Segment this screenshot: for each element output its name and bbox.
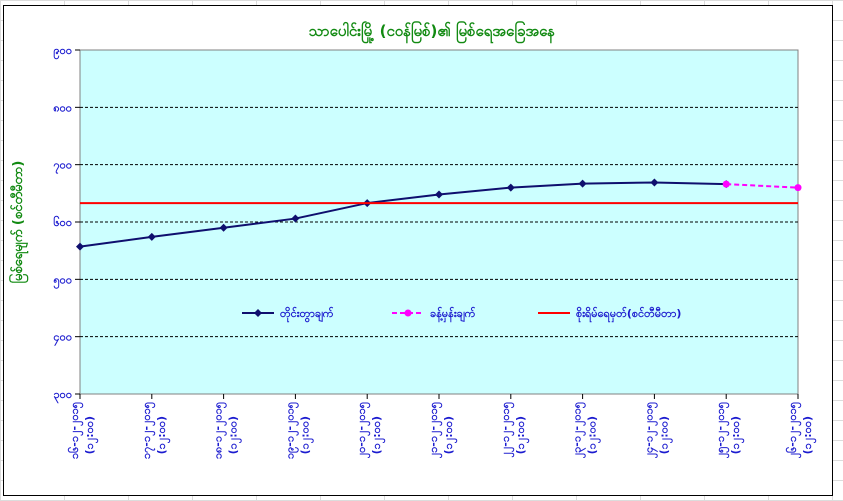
x-tick-label: ၂၀-၁၂-၂၀၁၅ (၁၂:၀၀) xyxy=(355,401,386,458)
legend-label: ခန့်မှန်းချက် xyxy=(430,306,476,323)
data-point xyxy=(435,190,443,199)
x-tick-date: ၂၁-၁၂-၂၀၁၅ xyxy=(427,401,443,458)
data-point xyxy=(650,178,659,187)
data-point xyxy=(147,232,156,241)
x-tick-time: (၁၂:၀၀) xyxy=(227,416,243,454)
x-tick-label: ၁၆-၁၂-၂၀၁၅ (၁၂:၀၀) xyxy=(68,401,99,459)
chart-title: သာပေါင်းမြို့ (ငဝန်မြစ်)၏ မြစ်ရေအခြေအနေ xyxy=(309,20,555,44)
x-tick-label: ၁၉-၁၂-၂၀၁၅ (၁၂:၀၀) xyxy=(283,401,314,459)
x-tick-date: ၂၃-၁၂-၂၀၁၅ xyxy=(571,401,587,458)
y-tick-label: ၉၀၀ xyxy=(53,44,72,60)
data-point xyxy=(794,184,802,192)
data-point xyxy=(76,242,84,251)
data-point xyxy=(578,179,587,188)
x-tick-time: (၁၂:၀၀) xyxy=(514,416,530,454)
legend: တိုင်းတွာချက် ခန့်မှန်းချက် စိုးရိမ်ရေမှတ်… xyxy=(242,306,681,323)
x-tick-label: ၂၄-၁၂-၂၀၁၅ (၁၂:၀၀) xyxy=(642,401,673,458)
x-tick-date: ၂၀-၁၂-၂၀၁၅ xyxy=(355,401,371,458)
x-tick-time: (၁၂:၀၀) xyxy=(442,416,458,454)
y-tick-label: ၆၀၀ xyxy=(53,216,72,229)
x-tick-label: ၁၈-၁၂-၂၀၁၅ (၁၂:၀၀) xyxy=(212,401,243,459)
plot-area xyxy=(79,49,799,395)
series-line-0 xyxy=(79,181,727,248)
legend-marker xyxy=(254,309,262,317)
legend-label: တိုင်းတွာချက် xyxy=(280,306,334,323)
y-axis-label: မြစ်ရေမျက် (စင်တီမီတာ) xyxy=(8,161,29,284)
x-tick-date: ၁၉-၁၂-၂၀၁၅ xyxy=(283,401,299,459)
y-tick-label: ၅၀၀ xyxy=(53,273,72,289)
legend-label: စိုးရိမ်ရေမှတ်(စင်တီမီတာ) xyxy=(576,306,681,323)
x-tick-date: ၂၅-၁၂-၂၀၁၅ xyxy=(714,401,730,458)
x-tick-label: ၂၃-၁၂-၂၀၁၅ (၁၂:၀၀) xyxy=(571,401,602,458)
x-tick-label: ၂၂-၁၂-၂၀၁၅ (၁၂:၀၀) xyxy=(499,401,530,457)
x-tick-time: (၁၂:၀၀) xyxy=(657,416,673,454)
series-line-1 xyxy=(726,183,799,189)
y-tick-label: ၃၀၀ xyxy=(53,388,72,404)
data-point xyxy=(291,214,300,223)
x-tick-label: ၂၆-၁၂-၂၀၁၅ (၁၂:၀၀) xyxy=(786,401,817,458)
x-tick-date: ၂၄-၁၂-၂၀၁၅ xyxy=(642,401,658,458)
x-tick-time: (၁၂:၀၀) xyxy=(801,416,817,454)
x-tick-label: ၂၅-၁၂-၂၀၁၅ (၁၂:၀၀) xyxy=(714,401,745,458)
x-tick-date: ၁၈-၁၂-၂၀၁၅ xyxy=(212,401,228,459)
x-tick-label: ၂၁-၁၂-၂၀၁၅ (၁၂:၀၀) xyxy=(427,401,458,458)
data-point xyxy=(722,180,730,188)
y-tick-label: ၇၀၀ xyxy=(53,159,72,175)
x-tick-time: (၁၂:၀၀) xyxy=(155,416,171,454)
x-tick-time: (၁၂:၀၀) xyxy=(298,416,314,454)
x-axis: ၁၆-၁၂-၂၀၁၅ (၁၂:၀၀) ၁၇-၁၂-၂၀၁၅ (၁၂:၀၀) ၁၈-၁၂-… xyxy=(68,394,817,459)
legend-marker xyxy=(404,309,412,317)
y-tick-label: ၈၀၀ xyxy=(53,101,72,114)
x-tick-label: ၁၇-၁၂-၂၀၁၅ (၁၂:၀၀) xyxy=(140,401,171,459)
x-tick-time: (၁၂:၀၀) xyxy=(83,416,99,454)
x-tick-date: ၂၆-၁၂-၂၀၁၅ xyxy=(786,401,802,458)
y-tick-label: ၄၀၀ xyxy=(53,331,72,347)
x-tick-date: ၂၂-၁၂-၂၀၁၅ xyxy=(499,401,515,457)
x-tick-date: ၁၇-၁၂-၂၀၁၅ xyxy=(140,401,156,459)
data-point xyxy=(506,183,515,192)
x-tick-time: (၁၂:၀၀) xyxy=(370,416,386,454)
x-tick-date: ၁၆-၁၂-၂၀၁၅ xyxy=(68,401,84,459)
series xyxy=(76,178,802,251)
x-tick-time: (၁၂:၀၀) xyxy=(729,416,745,454)
x-tick-time: (၁၂:၀၀) xyxy=(586,416,602,454)
data-point xyxy=(219,223,228,232)
